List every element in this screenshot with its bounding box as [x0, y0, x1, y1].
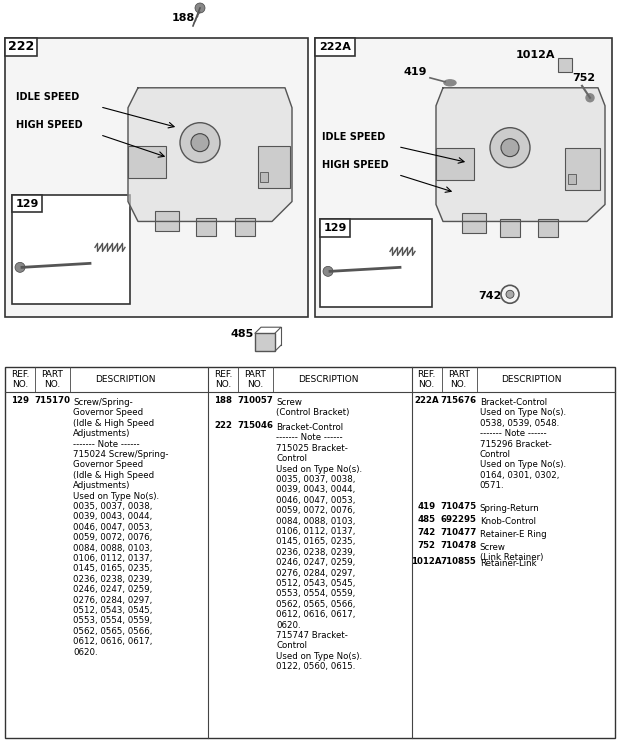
Text: PART
NO.: PART NO. — [244, 370, 266, 389]
Text: 129: 129 — [323, 223, 347, 234]
Circle shape — [490, 128, 530, 167]
Text: 419: 419 — [403, 67, 427, 77]
Text: Bracket-Control
------- Note ------
715025 Bracket-
Control
Used on Type No(s).
: Bracket-Control ------- Note ------ 7150… — [277, 423, 363, 671]
Polygon shape — [128, 88, 292, 222]
Text: PART
NO.: PART NO. — [41, 370, 63, 389]
Bar — [5, 367, 615, 738]
Text: DESCRIPTION: DESCRIPTION — [502, 375, 562, 384]
Circle shape — [195, 3, 205, 13]
Text: REF.
NO.: REF. NO. — [11, 370, 29, 389]
Text: Screw
(Link Retainer): Screw (Link Retainer) — [480, 542, 543, 562]
Bar — [315, 38, 612, 317]
Circle shape — [323, 266, 333, 276]
Bar — [320, 219, 350, 237]
Text: IDLE SPEED: IDLE SPEED — [322, 132, 385, 141]
Circle shape — [506, 290, 514, 298]
Text: 222A: 222A — [414, 396, 439, 405]
Bar — [320, 219, 432, 307]
Bar — [12, 194, 42, 213]
Bar — [128, 146, 166, 178]
Bar — [462, 214, 486, 234]
Text: Screw
(Control Bracket): Screw (Control Bracket) — [277, 398, 350, 417]
Bar — [538, 219, 558, 237]
Text: 752: 752 — [418, 541, 436, 550]
Text: 710475: 710475 — [441, 501, 477, 511]
Text: REF.
NO.: REF. NO. — [214, 370, 232, 389]
Bar — [235, 219, 255, 237]
Text: Screw/Spring-
Governor Speed
(Idle & High Speed
Adjustments)
------- Note ------: Screw/Spring- Governor Speed (Idle & Hig… — [73, 398, 169, 657]
Text: Retainer-E Ring: Retainer-E Ring — [480, 530, 546, 539]
Polygon shape — [436, 88, 605, 222]
Bar — [196, 219, 216, 237]
Text: 715170: 715170 — [34, 396, 70, 405]
Circle shape — [586, 94, 594, 102]
Text: 188: 188 — [171, 13, 195, 23]
Text: PART
NO.: PART NO. — [448, 370, 469, 389]
Text: 222: 222 — [215, 421, 232, 430]
Text: 419: 419 — [418, 501, 436, 511]
Bar — [255, 333, 275, 351]
Text: 715046: 715046 — [237, 421, 273, 430]
Text: 710477: 710477 — [440, 527, 477, 536]
Bar — [500, 219, 520, 237]
Text: 742: 742 — [417, 527, 436, 536]
Text: Knob-Control: Knob-Control — [480, 517, 536, 526]
Text: 752: 752 — [572, 73, 596, 83]
Text: Bracket-Control
Used on Type No(s).
0538, 0539, 0548.
------- Note ------
715296: Bracket-Control Used on Type No(s). 0538… — [480, 398, 566, 490]
Text: DESCRIPTION: DESCRIPTION — [95, 375, 155, 384]
Text: 188: 188 — [215, 396, 232, 405]
Circle shape — [191, 134, 209, 152]
Bar — [5, 38, 308, 317]
Bar — [315, 38, 355, 56]
Text: 742: 742 — [478, 292, 502, 301]
Text: 715676: 715676 — [441, 396, 477, 405]
Text: 222A: 222A — [319, 42, 351, 52]
Text: 710855: 710855 — [441, 557, 477, 565]
Bar — [5, 38, 37, 56]
Text: Spring-Return: Spring-Return — [480, 504, 539, 513]
Bar — [260, 172, 268, 182]
Text: DESCRIPTION: DESCRIPTION — [298, 375, 358, 384]
Text: 710057: 710057 — [237, 396, 273, 405]
Circle shape — [15, 263, 25, 272]
Text: HIGH SPEED: HIGH SPEED — [16, 120, 82, 129]
Text: 485: 485 — [418, 515, 436, 524]
Bar — [568, 173, 576, 184]
Text: IDLE SPEED: IDLE SPEED — [16, 92, 79, 102]
Text: 1012A: 1012A — [412, 557, 442, 565]
Bar — [558, 58, 572, 72]
Bar — [565, 147, 600, 190]
Circle shape — [501, 138, 519, 157]
Text: 485: 485 — [231, 329, 254, 339]
Text: 692295: 692295 — [441, 515, 477, 524]
Bar — [155, 211, 179, 231]
Text: REF.
NO.: REF. NO. — [417, 370, 436, 389]
Text: 129: 129 — [11, 396, 29, 405]
Bar — [258, 146, 290, 187]
Text: HIGH SPEED: HIGH SPEED — [322, 160, 389, 170]
Bar — [12, 194, 130, 304]
Bar — [436, 147, 474, 179]
Ellipse shape — [444, 80, 456, 86]
Text: 710478: 710478 — [441, 541, 477, 550]
Text: 129: 129 — [16, 199, 38, 208]
Circle shape — [180, 123, 220, 163]
Text: 1012A: 1012A — [515, 50, 555, 60]
Text: 222: 222 — [8, 40, 34, 54]
Text: Retainer-Link: Retainer-Link — [480, 559, 536, 568]
